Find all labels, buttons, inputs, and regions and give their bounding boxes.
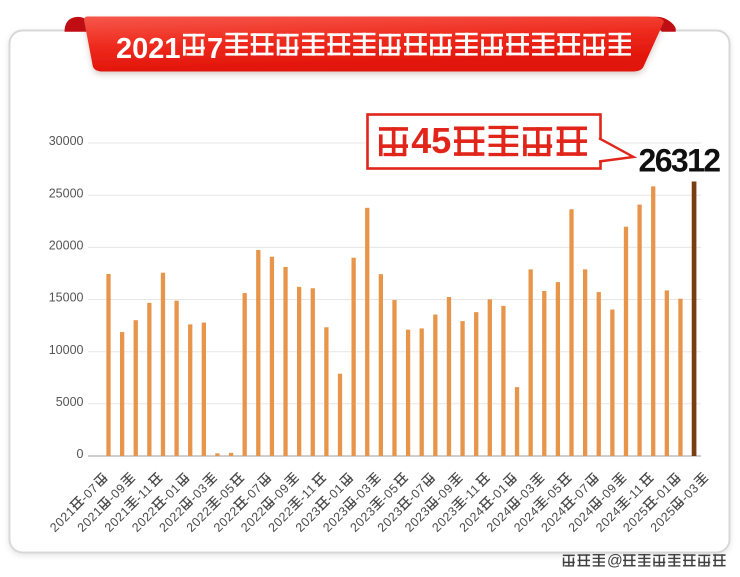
svg-text:10000: 10000 xyxy=(49,343,84,357)
svg-text:15000: 15000 xyxy=(49,291,84,305)
svg-text:26312: 26312 xyxy=(639,143,721,179)
svg-text:@: @ xyxy=(607,553,623,570)
svg-text:5000: 5000 xyxy=(56,395,84,409)
svg-text:45: 45 xyxy=(411,120,451,161)
svg-text:20000: 20000 xyxy=(49,239,84,253)
svg-text:2021: 2021 xyxy=(116,33,181,65)
svg-text:25000: 25000 xyxy=(49,186,84,200)
svg-text:30000: 30000 xyxy=(49,134,84,148)
svg-text:7: 7 xyxy=(207,33,223,65)
svg-text:0: 0 xyxy=(77,447,84,461)
